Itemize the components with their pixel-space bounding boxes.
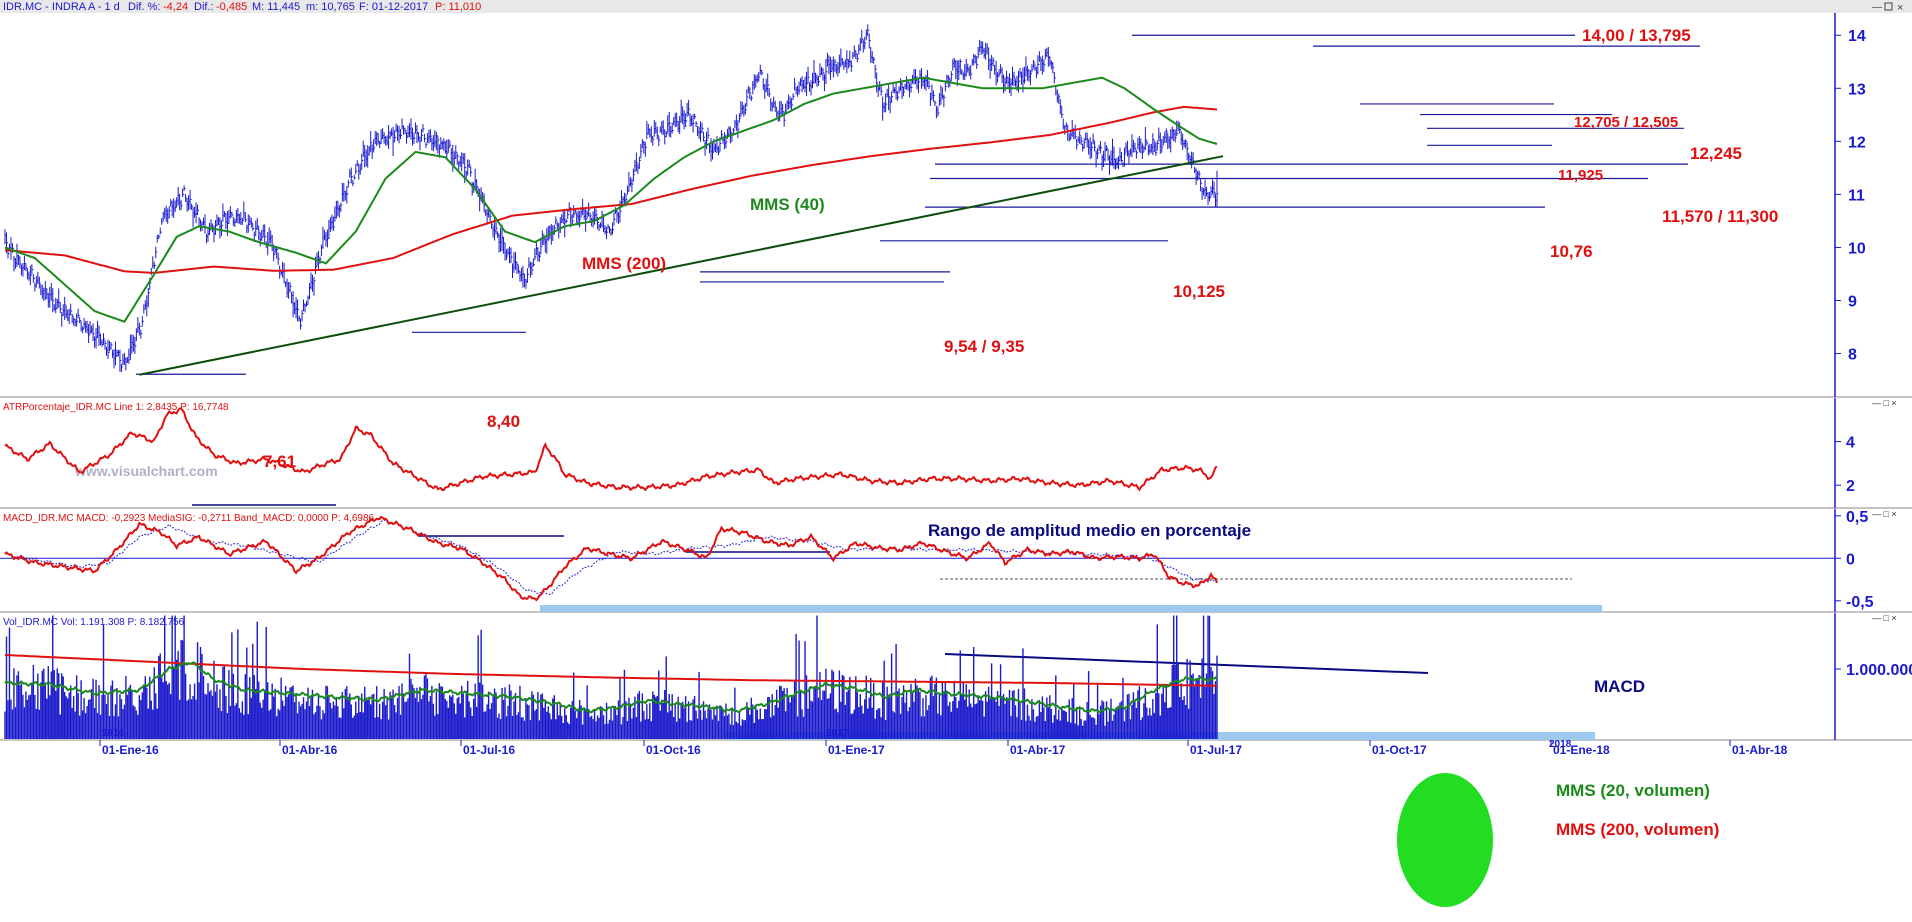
- volume-legend: Vol_IDR.MC Vol: 1.191.308 P: 8.182.756: [3, 617, 185, 628]
- mms40-label: MMS (40): [750, 195, 825, 214]
- watermark-text: www.visualchart.com: [74, 463, 218, 479]
- macd-legend: MACD_IDR.MC MACD: -0,2923 MediaSIG: -0,2…: [3, 513, 375, 524]
- maximize-icon[interactable]: [1884, 2, 1893, 11]
- volume-bars: [4, 615, 1218, 739]
- window-controls[interactable]: — ×: [1872, 2, 1903, 14]
- atr-minimize-icon[interactable]: — □ ×: [1872, 398, 1897, 408]
- macd-annotation: MACD: [1594, 677, 1645, 696]
- price-y-tick: 8: [1848, 347, 1857, 364]
- level-label: 11,925: [1558, 167, 1603, 184]
- mms200-label: MMS (200): [582, 254, 666, 273]
- title-bar: [0, 0, 1912, 13]
- x-year-mark: 2016: [102, 728, 125, 739]
- header-min: m: 10,765: [306, 1, 355, 13]
- macd-minimize-icon[interactable]: — □ ×: [1872, 509, 1897, 519]
- volume-mms20-label: MMS (20, volumen): [1556, 781, 1710, 800]
- x-tick-label: 01-Jul-17: [1190, 743, 1242, 757]
- x-tick-label: 01-Jul-16: [463, 743, 515, 757]
- atr-panel: 4 2 Rango de amplitud medio en porcentaje: [4, 407, 1855, 612]
- x-tick-label: 01-Oct-17: [1372, 743, 1427, 757]
- macd-y-tick: 0,5: [1846, 509, 1868, 526]
- mms200-line: [4, 105, 1218, 274]
- vol-minimize-icon[interactable]: — □ ×: [1872, 613, 1897, 623]
- price-y-tick: 13: [1848, 81, 1866, 98]
- x-tick-label: 01-Abr-18: [1732, 743, 1788, 757]
- mms40-line: [4, 76, 1218, 323]
- price-panel: 14 13 12 11 10 9 8 14,00 / 13,795 12,705 / 12,50…: [4, 24, 1866, 479]
- support-trendline: [139, 155, 1224, 376]
- x-tick-label: 01-Abr-16: [282, 743, 338, 757]
- header-dif-label: Dif.:: [194, 1, 214, 13]
- atr-legend: ATRPorcentaje_IDR.MC Line 1: 2,8435 P: 1…: [3, 402, 229, 413]
- volume-mms200-line: [4, 654, 1217, 687]
- volume-highlight-ellipse: [1397, 773, 1493, 907]
- panel-controls[interactable]: — □ × — □ × — □ ×: [1872, 398, 1897, 623]
- price-y-tick: 9: [1848, 294, 1857, 311]
- header-symbol: IDR.MC - INDRA A - 1 d: [3, 1, 120, 13]
- macd-line: [4, 515, 1218, 602]
- atr-line: [4, 407, 1218, 492]
- header-dif-pct-value: -4,24: [163, 1, 188, 13]
- volume-y-tick: 1.000.000: [1846, 662, 1912, 679]
- level-label: 12,705 / 12,505: [1574, 114, 1678, 131]
- price-y-tick: 12: [1848, 134, 1866, 151]
- volume-panel: 1.000.000 MMS (20, volumen) MMS (200, volu…: [4, 615, 1912, 907]
- level-label: 10,125: [1173, 282, 1225, 301]
- volume-mms200-label: MMS (200, volumen): [1556, 820, 1719, 839]
- level-label: 11,570 / 11,300: [1662, 207, 1778, 226]
- svg-text:IDR.MC - INDRA A - 1 d Dif: IDR.MC - INDRA A - 1 d Dif. %: -4,24 Dif…: [3, 1, 481, 13]
- level-label: 9,54 / 9,35: [944, 337, 1024, 356]
- close-icon[interactable]: ×: [1897, 2, 1903, 14]
- atr-low-band: [540, 605, 1602, 612]
- price-bars: [4, 24, 1219, 373]
- level-label: 8,40: [487, 412, 520, 431]
- level-label: 14,00 / 13,795: [1582, 26, 1691, 45]
- price-y-tick: 11: [1848, 187, 1865, 204]
- level-label: 10,76: [1550, 242, 1593, 261]
- header-price: P: 11,010: [435, 1, 481, 13]
- macd-y-tick: -0,5: [1846, 594, 1874, 611]
- x-year-mark: 2018: [1549, 739, 1572, 750]
- atr-y-tick: 2: [1846, 478, 1855, 495]
- x-tick-label: 01-Ene-17: [828, 743, 885, 757]
- header-max: M: 11,445: [252, 1, 300, 13]
- header-dif-pct-label: Dif. %:: [128, 1, 160, 13]
- minimize-icon[interactable]: —: [1872, 2, 1882, 13]
- macd-y-tick: 0: [1846, 551, 1855, 568]
- x-axis: 01-Ene-16 01-Abr-16 01-Jul-16 01-Oct-16 01-E…: [99, 728, 1788, 757]
- level-label: 7,61: [263, 452, 296, 471]
- price-y-tick: 10: [1848, 240, 1866, 257]
- header-dif-value: -0,485: [216, 1, 247, 13]
- atr-y-tick: 4: [1846, 435, 1855, 452]
- header-date: F: 01-12-2017: [359, 1, 428, 13]
- atr-annotation: Rango de amplitud medio en porcentaje: [928, 521, 1251, 540]
- x-tick-label: 01-Ene-18: [1553, 743, 1610, 757]
- x-tick-label: 01-Abr-17: [1010, 743, 1066, 757]
- x-year-mark: 2017: [826, 728, 849, 739]
- x-tick-label: 01-Oct-16: [646, 743, 701, 757]
- level-label: 12,245: [1690, 144, 1742, 163]
- x-tick-label: 01-Ene-16: [102, 743, 159, 757]
- price-y-tick: 14: [1848, 28, 1866, 45]
- volume-mms20-line: [4, 661, 1218, 714]
